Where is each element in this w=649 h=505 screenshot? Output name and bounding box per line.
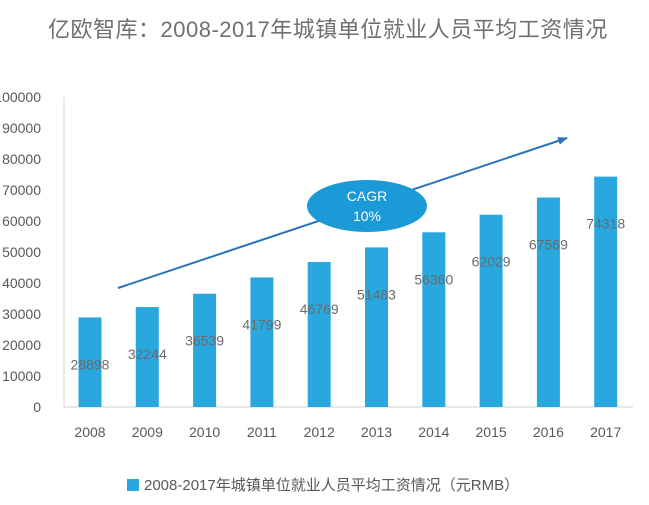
y-tick-label: 40000: [2, 275, 41, 291]
data-labels: 28898 32244 36539 41799 46769 51483 56360 62029…: [71, 216, 626, 373]
y-tick-label: 30000: [2, 306, 41, 322]
x-tick-label: 2011: [247, 424, 277, 440]
data-label-2011: 41799: [242, 316, 281, 332]
data-label-2009: 32244: [128, 346, 167, 362]
legend-swatch: [127, 478, 139, 491]
x-tick-label: 2008: [74, 424, 105, 440]
legend-label: 2008-2017年城镇单位就业人员平均工资情况（元RMB）: [144, 477, 520, 494]
bar-2017: [594, 176, 618, 407]
data-label-2013: 51483: [357, 286, 396, 302]
legend: 2008-2017年城镇单位就业人员平均工资情况（元RMB）: [127, 474, 519, 495]
cagr-value: 10%: [353, 208, 381, 224]
x-tick-label: 2014: [418, 424, 449, 440]
data-label-2012: 46769: [300, 301, 339, 317]
data-label-2015: 62029: [472, 254, 511, 270]
data-label-2008: 28898: [71, 356, 110, 372]
cagr-label: CAGR: [347, 188, 387, 204]
bar-2013: [365, 247, 388, 407]
bar-2016: [536, 197, 560, 407]
bar-2010: [193, 293, 217, 407]
y-tick-label: 50000: [2, 244, 41, 260]
bar-2012: [307, 262, 331, 407]
x-tick-label: 2013: [361, 424, 392, 440]
bar-2015: [479, 214, 503, 407]
bar-2011: [250, 277, 274, 407]
chart-title: 亿欧智库：2008-2017年城镇单位就业人员平均工资情况: [48, 17, 608, 42]
x-tick-label: 2015: [476, 424, 507, 440]
data-label-2010: 36539: [185, 333, 224, 349]
bar-2009: [135, 307, 159, 407]
bar-2008: [78, 317, 102, 407]
y-tick-label: 70000: [2, 182, 41, 198]
y-tick-label: 90000: [2, 120, 41, 136]
x-tick-label: 2010: [189, 424, 220, 440]
x-tick-label: 2009: [132, 424, 163, 440]
y-tick-label: 20000: [2, 337, 41, 353]
y-tick-label: 60000: [2, 213, 41, 229]
cagr-ellipse: [307, 180, 427, 232]
y-tick-label: 100000: [0, 89, 41, 105]
y-tick-label: 0: [33, 399, 41, 415]
x-tick-label: 2017: [590, 424, 621, 440]
y-tick-label: 80000: [2, 151, 41, 167]
data-label-2017: 74318: [586, 216, 625, 232]
x-axis: 2008 2009 2010 2011 2012 2013 2014 2015 2016 2017: [64, 406, 633, 440]
x-tick-label: 2012: [304, 424, 335, 440]
bar-2014: [422, 232, 446, 407]
bars: [78, 176, 618, 407]
x-tick-label: 2016: [533, 424, 564, 440]
data-label-2016: 67569: [529, 237, 568, 253]
y-axis: 0 10000 20000 30000 40000 50000 60000 70000 8000…: [0, 89, 65, 415]
data-label-2014: 56360: [414, 271, 453, 287]
y-tick-label: 10000: [2, 368, 41, 384]
